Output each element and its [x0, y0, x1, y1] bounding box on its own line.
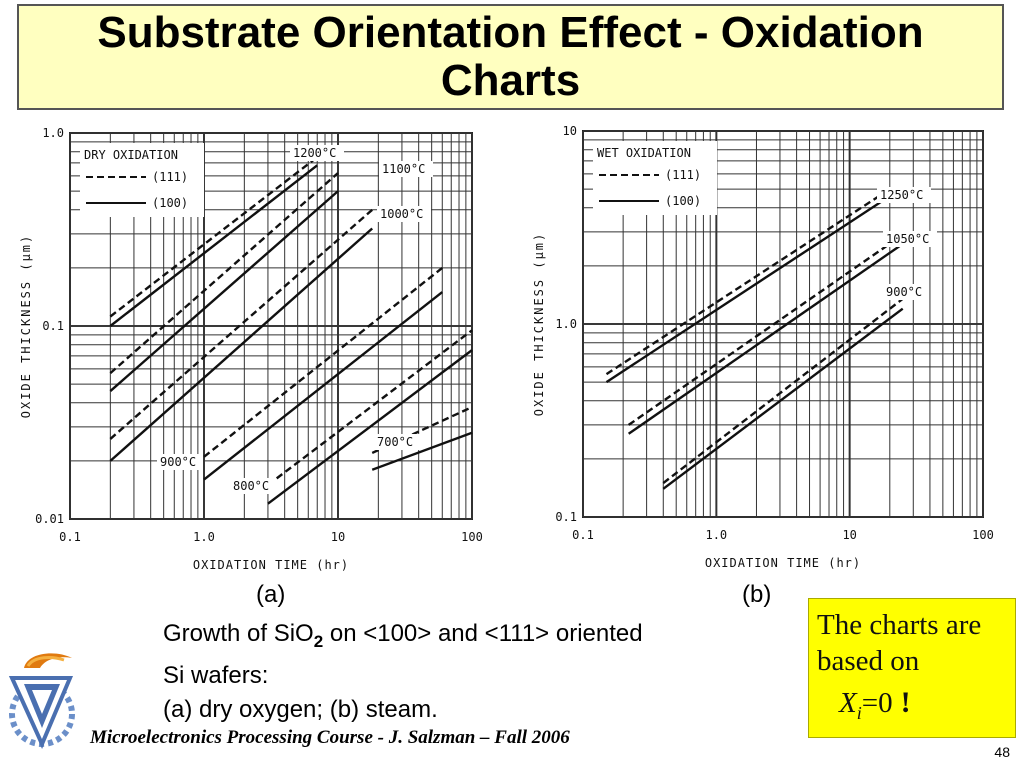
note-line-2: based on	[817, 645, 920, 677]
page-number: 48	[994, 744, 1010, 760]
description-line-1: Growth of SiO2 on <100> and <111> orient…	[163, 617, 803, 659]
annotation-bg	[157, 454, 203, 470]
caption-b: (b)	[742, 581, 772, 608]
series-line	[109, 208, 373, 440]
note-box: The charts are based on Xi=0!	[808, 598, 1016, 738]
y-tick-label: 10	[563, 124, 577, 138]
temperature-label: 900°C	[160, 455, 196, 469]
legend-entry: (100)	[665, 194, 701, 208]
series-line	[662, 307, 904, 490]
x-tick-label: 1.0	[705, 528, 727, 542]
series-line	[109, 190, 339, 392]
caption-a: (a)	[256, 581, 286, 608]
series-line	[627, 233, 904, 426]
description: Growth of SiO2 on <100> and <111> orient…	[163, 617, 803, 727]
note-formula: Xi=0!	[817, 685, 1007, 731]
note-line-1: The charts are	[817, 609, 982, 641]
annotation-bg	[883, 231, 937, 247]
annotation-bg	[883, 284, 929, 300]
legend-entry: (111)	[152, 170, 188, 184]
temperature-label: 1250°C	[880, 188, 923, 202]
y-tick-label: 1.0	[42, 126, 64, 140]
series-line	[109, 164, 318, 327]
desc-prefix: Growth of SiO	[163, 620, 314, 647]
description-line-3: (a) dry oxygen; (b) steam.	[163, 695, 438, 723]
x-tick-label: 100	[461, 530, 483, 544]
legend-bg	[80, 143, 204, 217]
annotation-bg	[877, 187, 931, 203]
series-line	[605, 188, 891, 376]
series-line	[109, 172, 339, 375]
y-tick-label: 1.0	[555, 317, 577, 331]
y-tick-label: 0.1	[555, 510, 577, 524]
note-bang: !	[900, 686, 911, 719]
annotation-bg	[230, 478, 276, 494]
note-var: X	[839, 687, 857, 719]
temperature-label: 1000°C	[380, 207, 423, 221]
series-line	[109, 227, 374, 462]
x-tick-label: 10	[331, 530, 345, 544]
temperature-label: 700°C	[377, 435, 413, 449]
series-line	[627, 242, 904, 435]
desc-sub: 2	[313, 631, 324, 651]
series-line	[267, 329, 473, 486]
wet-oxidation-chart: 0.1 1.0 10 100 0.1 1.0 10 OXIDATION TIME (hr) OX…	[532, 124, 994, 570]
annotation-bg	[379, 161, 433, 177]
legend-title: WET OXIDATION	[597, 146, 691, 160]
series-line	[267, 349, 473, 505]
annotation-bg	[290, 145, 344, 161]
title-banner: Substrate Orientation Effect - Oxidation…	[17, 4, 1004, 110]
y-axis-label: OXIDE THICKNESS (µm)	[19, 234, 33, 419]
temperature-label: 1200°C	[293, 146, 336, 160]
slide-title: Substrate Orientation Effect - Oxidation…	[97, 8, 924, 105]
legend-entry: (100)	[152, 196, 188, 210]
temperature-label: 1050°C	[886, 232, 929, 246]
temperature-label: 900°C	[886, 285, 922, 299]
x-tick-label: 10	[842, 528, 856, 542]
note-var-sub: i	[856, 702, 862, 723]
y-tick-label: 0.01	[35, 512, 64, 526]
dry-oxidation-chart: 0.1 1.0 10 100 0.01 0.1 1.0 OXIDATION TIME (hr)…	[19, 126, 483, 572]
note-eq: =0	[861, 687, 893, 719]
series-line	[203, 291, 444, 481]
x-tick-label: 0.1	[59, 530, 81, 544]
desc-suffix: on <100> and <111> oriented	[323, 620, 643, 647]
series-line	[371, 406, 473, 455]
x-tick-label: 0.1	[572, 528, 594, 542]
description-line-2: Si wafers:	[163, 661, 269, 689]
series-line	[662, 297, 904, 484]
series-line	[371, 431, 473, 471]
y-tick-label: 0.1	[42, 319, 64, 333]
legend-entry: (111)	[665, 168, 701, 182]
legend-bg	[593, 141, 717, 215]
footer-text: Microelectronics Processing Course - J. …	[90, 727, 570, 748]
series-line	[203, 266, 444, 458]
x-tick-label: 100	[972, 528, 994, 542]
x-axis-label: OXIDATION TIME (hr)	[705, 556, 861, 570]
legend-title: DRY OXIDATION	[84, 148, 178, 162]
temperature-label: 800°C	[233, 479, 269, 493]
y-axis-label: OXIDE THICKNESS (µm)	[532, 232, 546, 417]
series-line	[605, 195, 891, 384]
annotation-bg	[377, 206, 431, 222]
x-axis-label: OXIDATION TIME (hr)	[193, 558, 349, 572]
temperature-label: 1100°C	[382, 162, 425, 176]
x-tick-label: 1.0	[193, 530, 215, 544]
technion-logo-icon	[8, 653, 75, 749]
annotation-bg	[374, 434, 420, 450]
